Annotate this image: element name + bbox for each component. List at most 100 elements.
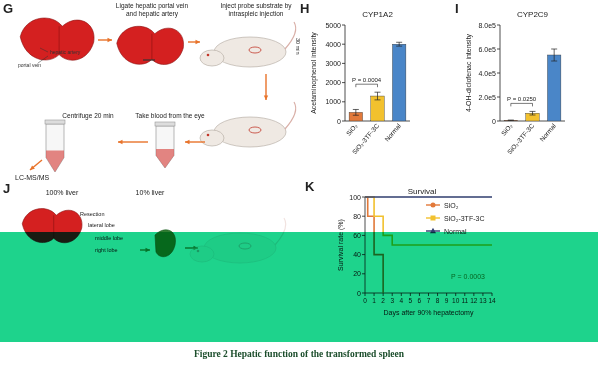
category-label: SiO₂-3TF-3C (506, 122, 536, 156)
annotation: portal vein (18, 62, 41, 68)
pointer (38, 56, 48, 63)
figure: Ghepatic arteryportal veinLigate hepatic… (0, 0, 598, 368)
panel-letter: K (305, 179, 315, 194)
legend-label: SiO₂-3TF-3C (444, 215, 484, 222)
label: Resection (80, 211, 104, 217)
panel-letter: I (455, 1, 459, 16)
chart-title: CYP2C9 (517, 10, 549, 19)
mouse-tail (285, 22, 296, 49)
arrow (30, 160, 42, 170)
significance-bracket (356, 84, 378, 87)
error-bar (530, 111, 536, 115)
arrow-head (118, 140, 123, 144)
label: Ligate hepatic portal vein (116, 2, 189, 10)
mouse-spleen (249, 127, 261, 133)
mouse-spleen (249, 47, 261, 53)
tick (342, 25, 345, 26)
error-bar (396, 42, 402, 46)
mouse-tail (285, 102, 296, 129)
tick-label: 2000 (325, 79, 341, 86)
tick (362, 197, 365, 198)
survival-line (365, 196, 492, 198)
tick (342, 82, 345, 83)
tick (497, 73, 500, 74)
chart-title: CYP1A2 (362, 10, 393, 19)
bar (392, 44, 405, 121)
tick-label: 0 (492, 118, 496, 125)
caption: Figure 2 Hepatic function of the transfo… (194, 349, 405, 359)
tick (497, 25, 500, 26)
label: 10% liver (136, 189, 165, 196)
significance-bracket (511, 103, 533, 106)
plot-area (349, 42, 406, 121)
bar (504, 120, 517, 121)
legend-marker (431, 203, 436, 208)
bar (547, 55, 560, 121)
tick (497, 121, 500, 122)
tick-label: 100 (349, 194, 361, 201)
arrow-head (107, 38, 112, 42)
mouse (200, 22, 296, 67)
tick-label: 8.0e5 (478, 22, 496, 29)
legend-marker (431, 216, 436, 221)
label: and hepatic artery (126, 10, 179, 18)
axis-title: Acetaminophenol intensity (310, 32, 318, 114)
liver (20, 18, 94, 60)
axis-title: 4-OH-diclofenac intensity (465, 33, 473, 112)
category-label: Normal (383, 122, 402, 143)
tick (342, 101, 345, 102)
liver (117, 26, 184, 64)
tick (342, 63, 345, 64)
tick (497, 49, 500, 50)
chart-title: Survival (408, 187, 437, 196)
label: Take blood from the eye (135, 112, 205, 120)
panel-letter: J (3, 181, 10, 196)
legend-label: SiO₂ (444, 202, 459, 209)
blood (156, 149, 174, 168)
label: lateral lobe (88, 222, 115, 228)
tick-label: 80 (353, 213, 361, 220)
label: 30 min (295, 38, 301, 55)
mouse-eye (207, 54, 210, 57)
arrow-head (30, 165, 35, 170)
tick-label: 3000 (325, 60, 341, 67)
tick-label: 6.0e5 (478, 46, 496, 53)
lobe-line (151, 34, 152, 60)
mouse-head (200, 130, 224, 146)
mouse-head (200, 50, 224, 66)
label: LC-MS/MS (15, 174, 50, 181)
tick (342, 44, 345, 45)
arrow-head (195, 40, 200, 44)
arrow-head (185, 140, 190, 144)
tick-label: 1000 (325, 98, 341, 105)
category-label: Normal (538, 122, 557, 143)
panel-letter: G (3, 1, 13, 16)
label: Centrifuge 20 min (62, 112, 114, 120)
panel-letter: H (300, 1, 309, 16)
label: Inject probe substrate by (220, 2, 292, 10)
label: intraspleic injection (229, 10, 284, 18)
error-bar (375, 92, 381, 100)
label: 100% liver (46, 189, 79, 196)
mouse-body (214, 117, 286, 147)
tube (46, 124, 64, 172)
mouse-eye (207, 134, 210, 137)
arrow-head (264, 95, 268, 100)
blood (46, 150, 64, 172)
tick-label: 4000 (325, 41, 341, 48)
overlay-band (0, 232, 598, 342)
category-label: SiO₂ (345, 122, 359, 137)
category-label: SiO₂ (500, 122, 514, 137)
p-value: P = 0.0250 (507, 96, 537, 102)
tick-label: 0 (337, 118, 341, 125)
p-value: P = 0.0004 (352, 77, 382, 83)
tube-cap (155, 122, 175, 126)
tube (156, 126, 174, 168)
tick (342, 121, 345, 122)
tick-label: 2.0e5 (478, 94, 496, 101)
pointer (40, 48, 48, 52)
tick (497, 97, 500, 98)
plot-area (504, 49, 561, 121)
tick-label: 5000 (325, 22, 341, 29)
mouse-body (214, 37, 286, 67)
